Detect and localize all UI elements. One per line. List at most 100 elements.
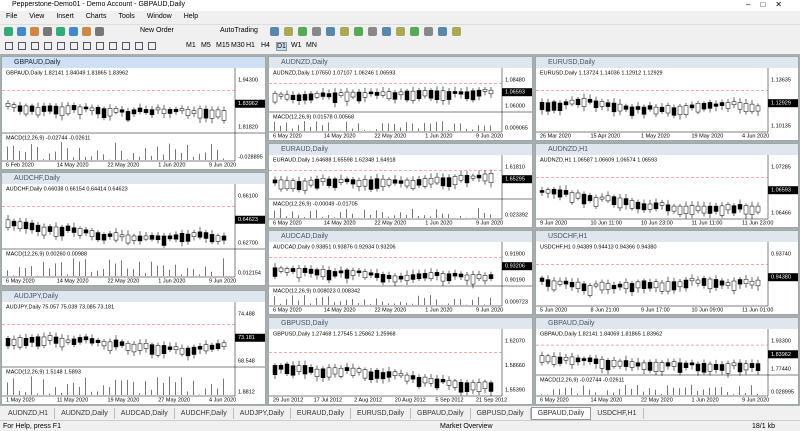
chart-tab[interactable]: AUDCAD,Daily [115,408,175,419]
candle-body [113,232,119,241]
chart-window[interactable]: USDCHF,H1 USDCHF,H1 0.94389 0.94413 0.943… [535,230,799,315]
tool-icon[interactable] [69,27,78,36]
tool-icon[interactable] [284,27,293,36]
timeframe-button[interactable]: M1 [186,42,196,49]
timeframe-button[interactable]: M30 [231,42,245,49]
timeframe-button[interactable]: D1 [276,42,287,51]
chart-window[interactable]: EURUSD,Daily EURUSD,Daily 1.13724 1.14036… [535,56,799,141]
tool-icon[interactable] [424,27,433,36]
new-order-button[interactable]: New Order [140,27,174,34]
chart-window[interactable]: AUDCHF,Daily AUDCHF,Daily 0.66038 0.66154… [1,172,266,286]
chart-window[interactable]: AUDJPY,Daily AUDJPY,Daily 75.057 75.039 7… [1,290,266,405]
tool-icon[interactable] [410,27,419,36]
chart-tab[interactable]: AUDNZD,Daily [55,408,115,419]
timeframe-button[interactable]: M15 [216,42,230,49]
chart-tab[interactable]: EURUSD,Daily [351,408,412,419]
macd-bar [73,258,74,276]
chart-canvas: AUDCAD,Daily 0.93851 0.93876 0.92934 0.9… [269,242,532,313]
macd-bar [211,143,212,160]
tool-icon[interactable] [95,27,104,36]
candle-body [719,280,725,286]
candle-body [671,107,677,116]
menu-item[interactable]: File [6,13,18,20]
tool-icon[interactable] [452,27,461,36]
candle-body [326,367,332,378]
tool-icon[interactable] [382,27,391,36]
candle-body [53,226,59,237]
draw-tool[interactable] [122,42,130,50]
candle-body [119,109,125,113]
chart-tab[interactable]: AUDCHF,Daily [175,408,234,419]
candle-body [59,226,65,237]
chart-window[interactable]: GBPUSD,Daily GBPUSD,Daily 1.27468 1.27545… [268,317,533,405]
chart-tab[interactable]: GBPUSD,Daily [471,408,531,419]
timeframe-button[interactable]: H4 [261,42,270,49]
chart-tab[interactable]: USDCHF,H1 [591,408,644,419]
timeframe-button[interactable]: MN [306,42,317,49]
tool-icon[interactable] [270,27,279,36]
tool-icon[interactable] [43,27,52,36]
macd-info: MACD(12,26,9) 0.008023 0.008342 [273,288,360,294]
menu-item[interactable]: Help [183,13,199,20]
timeframe-button[interactable]: W1 [291,42,302,49]
draw-tool[interactable] [5,42,13,50]
chart-tab[interactable]: GBPAUD,Daily [530,407,592,420]
tool-icon[interactable] [326,27,335,36]
tool-icon[interactable] [17,27,26,36]
macd-bar [19,150,20,160]
draw-tool[interactable] [109,42,117,50]
draw-tool[interactable] [18,42,26,50]
chart-tab[interactable]: AUDJPY,Daily [234,408,291,419]
chart-window[interactable]: GBPAUD,Daily GBPAUD,Daily 1.82141 1.84049… [1,56,266,170]
tool-icon[interactable] [56,27,65,36]
candle-body [71,227,77,233]
chart-window[interactable]: AUDNZD,H1 AUDNZD,H1 1.06587 1.06609 1.065… [535,143,799,228]
tool-icon[interactable] [4,27,13,36]
draw-tool[interactable] [57,42,65,50]
draw-tool[interactable] [31,42,39,50]
draw-tool[interactable] [135,42,143,50]
y-tick-label: 1.61810 [505,164,525,170]
macd-bar [31,266,32,276]
chart-window[interactable]: AUDCAD,Daily AUDCAD,Daily 0.93851 0.93876… [268,230,533,315]
tool-icon[interactable] [312,27,321,36]
tool-icon[interactable] [438,27,447,36]
menu-item[interactable]: View [29,13,45,20]
macd-bar [643,391,644,395]
macd-bar [322,216,323,218]
draw-tool[interactable] [70,42,78,50]
chart-window[interactable]: AUDNZD,Daily AUDNZD,Daily 1.07650 1.07107… [268,56,533,141]
draw-tool[interactable] [83,42,91,50]
chart-tab[interactable]: EURAUD,Daily [291,408,351,419]
menu-item[interactable]: Tools [118,13,135,20]
candle-body [434,272,440,276]
window-controls[interactable]: –□✕ [746,0,792,9]
tool-icon[interactable] [340,27,349,36]
menu-item[interactable]: Insert [56,13,74,20]
tool-icon[interactable] [368,27,377,36]
chart-tab[interactable]: GBPAUD,Daily [411,408,471,419]
menu-item[interactable]: Charts [85,13,107,20]
candle-body [641,203,647,211]
timeframe-button[interactable]: H1 [246,42,255,49]
draw-tool[interactable] [96,42,104,50]
timeframe-button[interactable]: M5 [201,42,211,49]
chart-window[interactable]: GBPAUD,Daily GBPAUD,Daily 1.82141 1.84069… [535,317,799,405]
draw-tool[interactable] [44,42,52,50]
tool-icon[interactable] [30,27,39,36]
macd-bar [79,386,80,395]
candle-body [743,103,749,112]
macd-bar [157,265,158,276]
tool-icon[interactable] [396,27,405,36]
chart-window[interactable]: EURAUD,Daily EURAUD,Daily 1.64688 1.65598… [268,143,533,228]
autotrading-button[interactable]: AutoTrading [220,27,258,34]
candle-body [428,90,434,99]
tool-icon[interactable] [298,27,307,36]
draw-tool[interactable] [148,42,156,50]
candle-body [539,277,545,282]
menu-item[interactable]: Window [146,13,172,20]
tool-icon[interactable] [354,27,363,36]
chart-tab[interactable]: AUDNZD,H1 [2,408,56,419]
tool-icon[interactable] [82,27,91,36]
candle-body [731,101,737,105]
